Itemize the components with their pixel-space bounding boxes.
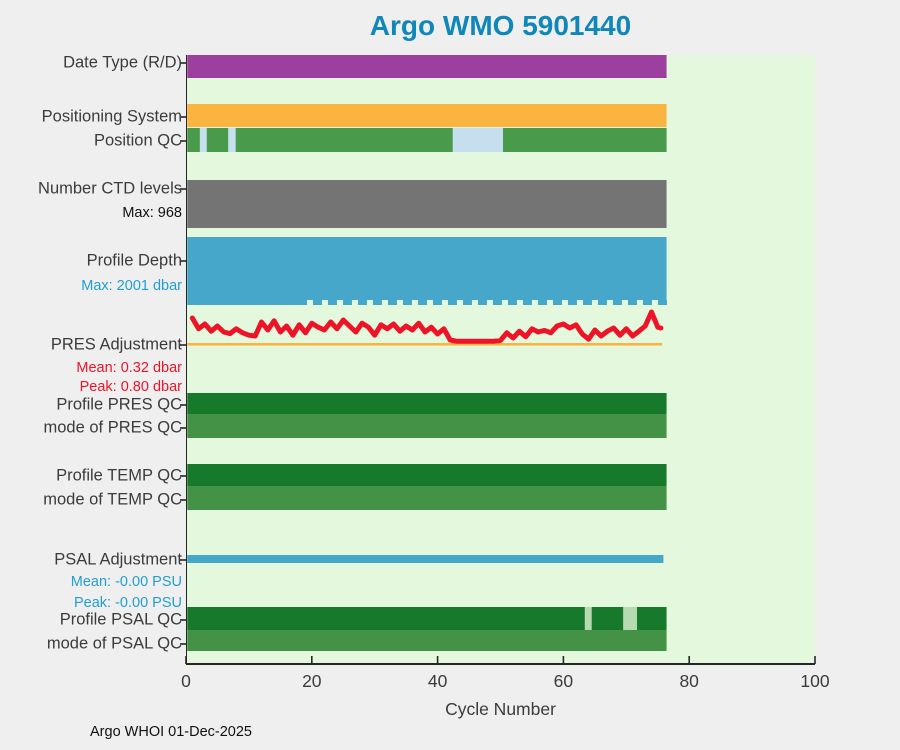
bar-profile-depth-solid-edge <box>187 300 298 305</box>
row-label: Positioning System <box>41 107 182 126</box>
bar-profile-depth <box>187 237 667 300</box>
bar-profile-depth-dash <box>537 300 547 305</box>
row-label: Profile Depth <box>86 251 182 270</box>
bar-profile-depth-dash <box>417 300 427 305</box>
bar-profile-depth-dash <box>657 300 667 305</box>
row-label: mode of PSAL QC <box>46 634 182 653</box>
footer-text: Argo WHOI 01-Dec-2025 <box>90 724 252 740</box>
bar-profile-pres-qc <box>187 393 667 414</box>
plot-area <box>186 55 815 665</box>
row-label: Max: 2001 dbar <box>81 278 182 294</box>
bar-profile-depth-dash <box>387 300 397 305</box>
bar-profile-depth-dash <box>447 300 457 305</box>
bar-date-type <box>187 55 667 78</box>
row-label: Number CTD levels <box>38 179 182 198</box>
row-label: Max: 968 <box>122 205 182 221</box>
chart-title: Argo WMO 5901440 <box>369 10 632 41</box>
bar-mode-temp-qc <box>187 486 667 510</box>
bar-profile-depth-dash <box>642 300 652 305</box>
bar-profile-temp-qc <box>187 464 667 486</box>
bar-profile-depth-dash <box>372 300 382 305</box>
bar-profile-depth-dash <box>357 300 367 305</box>
x-tick-label: 100 <box>800 671 830 691</box>
x-axis-title: Cycle Number <box>445 699 556 719</box>
row-label: Peak: -0.00 PSU <box>74 595 182 611</box>
row-label: PRES Adjustment <box>50 335 182 354</box>
bar-mode-pres-qc <box>187 414 667 438</box>
row-label: PSAL Adjustment <box>54 550 182 569</box>
pres-adjustment-baseline <box>187 343 663 346</box>
row-label: Position QC <box>93 131 182 150</box>
bar-profile-depth-dash <box>492 300 502 305</box>
bar-profile-depth-dash <box>582 300 592 305</box>
x-tick-label: 80 <box>679 671 699 691</box>
row-label: Peak: 0.80 dbar <box>79 379 182 395</box>
bar-profile-depth-dash <box>477 300 487 305</box>
bar-profile-psal-qc <box>187 607 667 630</box>
psal-adjustment-line <box>187 555 664 563</box>
row-label: Profile TEMP QC <box>56 466 182 485</box>
row-label: Date Type (R/D) <box>63 53 182 72</box>
bar-positioning-system <box>187 104 667 127</box>
bar-profile-depth-dash <box>597 300 607 305</box>
bar-profile-depth-dash <box>612 300 622 305</box>
row-label: Mean: -0.00 PSU <box>70 574 182 590</box>
bar-profile-depth-dash <box>567 300 577 305</box>
bar-profile-depth-dash <box>432 300 442 305</box>
bar-profile-depth-dash <box>312 300 322 305</box>
bar-profile-depth-dash <box>627 300 637 305</box>
bar-profile-depth-dash <box>297 300 307 305</box>
row-label: Profile PSAL QC <box>59 610 182 629</box>
bar-profile-psal-qc-overlay <box>584 607 592 630</box>
row-label: Profile PRES QC <box>56 395 182 414</box>
x-tick-label: 60 <box>553 671 574 691</box>
bar-profile-psal-qc-overlay <box>623 607 637 630</box>
bar-profile-depth-dash <box>462 300 472 305</box>
bar-position-qc <box>187 128 667 152</box>
bar-position-qc-overlay <box>228 128 236 152</box>
x-tick-label: 0 <box>181 671 191 691</box>
bar-n-ctd-levels <box>187 180 667 228</box>
bar-profile-depth-dash <box>552 300 562 305</box>
bar-profile-depth-dash <box>507 300 517 305</box>
x-tick-label: 40 <box>427 671 448 691</box>
row-label: Mean: 0.32 dbar <box>76 360 182 376</box>
row-label: mode of TEMP QC <box>43 490 182 509</box>
row-label: mode of PRES QC <box>43 418 182 437</box>
bar-profile-depth-dash <box>327 300 337 305</box>
bar-profile-depth-dash <box>522 300 532 305</box>
bar-mode-psal-qc <box>187 630 667 651</box>
bar-profile-depth-dash <box>342 300 352 305</box>
pres-adjustment-line <box>189 309 664 344</box>
bar-position-qc-overlay <box>452 128 504 152</box>
bar-position-qc-overlay <box>199 128 207 152</box>
x-tick-label: 20 <box>302 671 322 691</box>
bar-profile-depth-dash <box>402 300 412 305</box>
